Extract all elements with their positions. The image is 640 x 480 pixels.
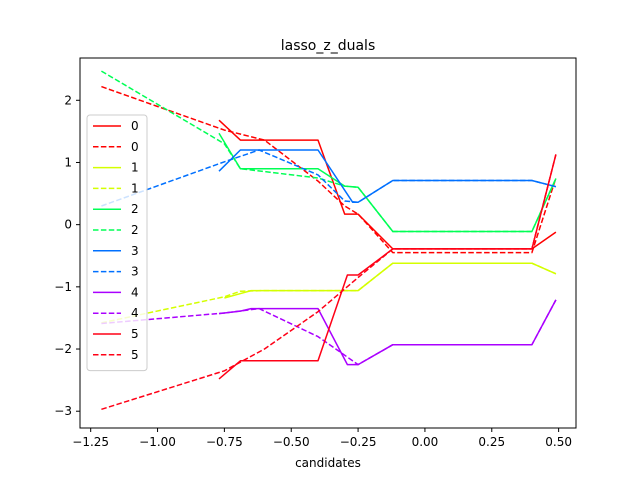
series-line-4-solid bbox=[218, 299, 557, 366]
legend-label: 4 bbox=[131, 285, 139, 299]
series-line-0-dashed bbox=[101, 85, 557, 254]
x-tick-label: −0.75 bbox=[206, 435, 243, 449]
x-tick-label: 0.25 bbox=[478, 435, 505, 449]
legend-label: 2 bbox=[131, 202, 139, 216]
legend-label: 1 bbox=[131, 181, 139, 195]
x-tick-label: 0.50 bbox=[545, 435, 572, 449]
x-tick-label: −1.25 bbox=[72, 435, 109, 449]
legend-label: 5 bbox=[131, 348, 139, 362]
series-line-1-solid bbox=[224, 262, 557, 299]
y-tick-label: 0 bbox=[64, 218, 72, 232]
legend-label: 5 bbox=[131, 327, 139, 341]
legend-label: 0 bbox=[131, 119, 139, 133]
x-tick-label: −0.25 bbox=[340, 435, 377, 449]
series-line-4-dashed bbox=[101, 299, 557, 366]
x-tick-label: −0.50 bbox=[273, 435, 310, 449]
series-layer bbox=[101, 70, 557, 411]
legend-label: 1 bbox=[131, 161, 139, 175]
x-axis-label: candidates bbox=[295, 456, 361, 470]
series-line-2-dashed bbox=[101, 70, 557, 233]
series-line-5-dashed bbox=[101, 154, 557, 411]
legend-label: 0 bbox=[131, 140, 139, 154]
legend-label: 4 bbox=[131, 306, 139, 320]
y-axis-ticks: −3 −2 −1 0 1 2 bbox=[54, 93, 80, 418]
series-line-1-dashed bbox=[101, 262, 557, 324]
legend: 0 0 1 1 2 2 3 3 4 4 5 5 bbox=[86, 114, 148, 372]
legend-label: 3 bbox=[131, 265, 139, 279]
y-tick-label: 1 bbox=[64, 155, 72, 169]
y-tick-label: −1 bbox=[54, 280, 72, 294]
series-line-2-solid bbox=[218, 132, 557, 233]
legend-box bbox=[86, 114, 148, 372]
series-line-3-solid bbox=[218, 149, 557, 204]
plot-area bbox=[101, 70, 557, 411]
y-tick-label: −2 bbox=[54, 342, 72, 356]
x-tick-label: 0.00 bbox=[412, 435, 439, 449]
y-tick-label: −3 bbox=[54, 404, 72, 418]
legend-label: 2 bbox=[131, 223, 139, 237]
chart-title: lasso_z_duals bbox=[281, 38, 376, 54]
axes-frame bbox=[79, 57, 577, 429]
x-axis-ticks: −1.25 −1.00 −0.75 −0.50 −0.25 0.00 0.25 0.50 bbox=[72, 428, 572, 449]
legend-label: 3 bbox=[131, 244, 139, 258]
series-line-3-dashed bbox=[101, 149, 557, 207]
y-tick-label: 2 bbox=[64, 93, 72, 107]
x-tick-label: −1.00 bbox=[139, 435, 176, 449]
